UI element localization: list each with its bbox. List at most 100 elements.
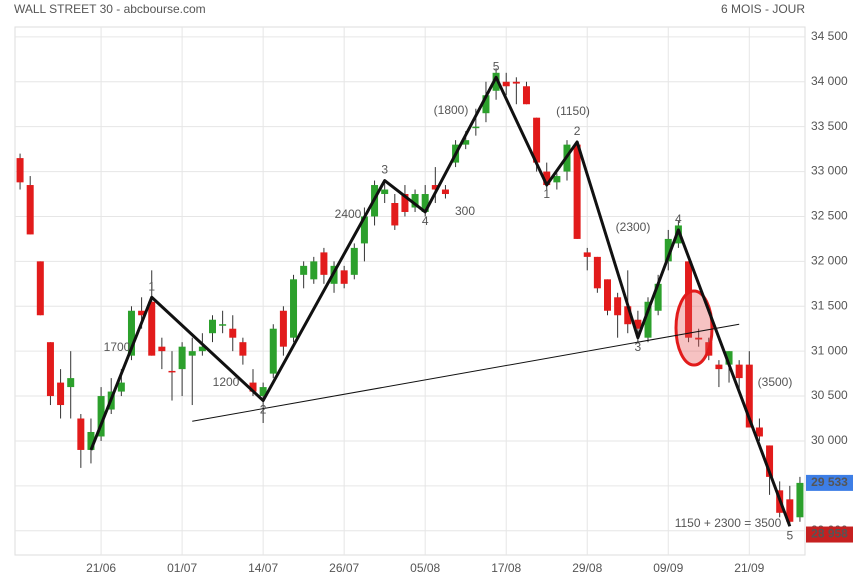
candle-body: [97, 396, 105, 437]
x-tick-label: 09/09: [653, 561, 683, 575]
candle-body: [87, 431, 95, 450]
candle-body: [239, 342, 247, 356]
wave-label: 2: [574, 124, 581, 138]
candle-body: [472, 126, 480, 129]
candle-body: [158, 346, 166, 352]
trendline: [192, 323, 740, 422]
annotation: 1200: [213, 375, 240, 389]
candle-body: [593, 256, 601, 289]
candle-body: [57, 382, 65, 406]
y-tick-label: 30 000: [811, 433, 848, 447]
candle-body: [198, 346, 206, 352]
candle-body: [604, 279, 611, 311]
candle-body: [168, 370, 176, 373]
candle-body: [441, 189, 449, 195]
y-tick-label: 30 500: [811, 388, 848, 402]
grid: [15, 27, 805, 555]
x-tick-label: 05/08: [410, 561, 440, 575]
candle-body: [715, 364, 723, 370]
x-tick-label: 01/07: [167, 561, 197, 575]
x-tick-label: 26/07: [329, 561, 359, 575]
candle-body: [431, 185, 439, 190]
plot-frame: [14, 26, 806, 556]
candle-body: [573, 144, 581, 239]
wave-label: 5: [493, 59, 500, 73]
y-tick-label: 33 000: [811, 164, 848, 178]
candle-body: [67, 378, 75, 388]
candle-body: [148, 301, 156, 356]
candle-body: [229, 328, 237, 338]
candle-body: [644, 301, 652, 338]
wave-label: 2: [260, 403, 267, 417]
candle-body: [127, 310, 135, 356]
x-tick-label: 14/07: [248, 561, 278, 575]
candle-body: [290, 279, 298, 338]
annotation: 1700: [104, 340, 131, 354]
candle-body: [674, 225, 682, 244]
wave-label: 3: [381, 163, 388, 177]
annotation: 300: [455, 204, 475, 218]
x-tick-label: 29/08: [572, 561, 602, 575]
candle-body: [178, 346, 186, 370]
wave-label: 4: [675, 212, 682, 226]
candle-body: [735, 364, 743, 379]
candle-body: [360, 216, 368, 244]
candle-body: [654, 283, 662, 311]
y-tick-label: 34 500: [811, 29, 848, 43]
wave-label: 5: [786, 528, 793, 542]
candle-body: [188, 351, 196, 356]
candle-body: [755, 427, 763, 437]
x-tick-label: 21/06: [86, 561, 116, 575]
candle-body: [77, 418, 85, 450]
annotation: (1800): [434, 103, 469, 117]
candle-body: [300, 265, 308, 275]
candle-body: [117, 382, 125, 392]
candle-body: [421, 194, 429, 212]
x-tick-label: 17/08: [491, 561, 521, 575]
candle-body: [482, 95, 490, 114]
candle-body: [401, 194, 409, 212]
annotation: 1150 + 2300 = 3500: [675, 516, 782, 530]
highlight-ellipse: [674, 289, 714, 367]
candle-body: [512, 81, 520, 84]
candle-body: [583, 252, 591, 257]
candle-body: [634, 319, 642, 329]
candle-body: [16, 158, 24, 183]
candle-body: [138, 310, 146, 316]
wave-zigzag: [89, 75, 792, 527]
candle-body: [614, 297, 622, 316]
candle-body: [796, 482, 804, 518]
candle-body: [695, 337, 703, 340]
candle-body: [786, 499, 794, 522]
candle-body: [310, 261, 318, 280]
wave-label: 1: [148, 279, 155, 293]
annotations: 1700 1200 2400 300 (1800) (1150) (2300) …: [104, 103, 793, 530]
candle-body: [553, 176, 561, 183]
y-tick-label: 31 500: [811, 298, 848, 312]
candle-body: [209, 319, 216, 334]
y-tick-label: 33 500: [811, 119, 848, 133]
candle-body: [411, 194, 419, 208]
candle-body: [624, 306, 632, 325]
price-box: [806, 526, 853, 543]
candle-body: [249, 382, 257, 392]
candle-body: [391, 203, 399, 226]
candle-body: [340, 270, 348, 284]
candle-body: [269, 328, 277, 374]
x-tick-label: 21/09: [734, 561, 764, 575]
candle-body: [492, 72, 500, 91]
candle-body: [766, 445, 774, 477]
period-label: 6 MOIS - JOUR: [721, 2, 805, 16]
annotation: (1150): [556, 104, 590, 118]
candle-body: [522, 86, 530, 105]
candle-body: [350, 247, 358, 275]
price-box-label: 29 533: [811, 475, 848, 489]
candle-body: [259, 387, 267, 397]
candle-body: [725, 351, 733, 365]
annotation: (2300): [616, 220, 651, 234]
candle-body: [745, 364, 753, 428]
candle-body: [219, 324, 227, 326]
wave-label: 1: [543, 187, 550, 201]
